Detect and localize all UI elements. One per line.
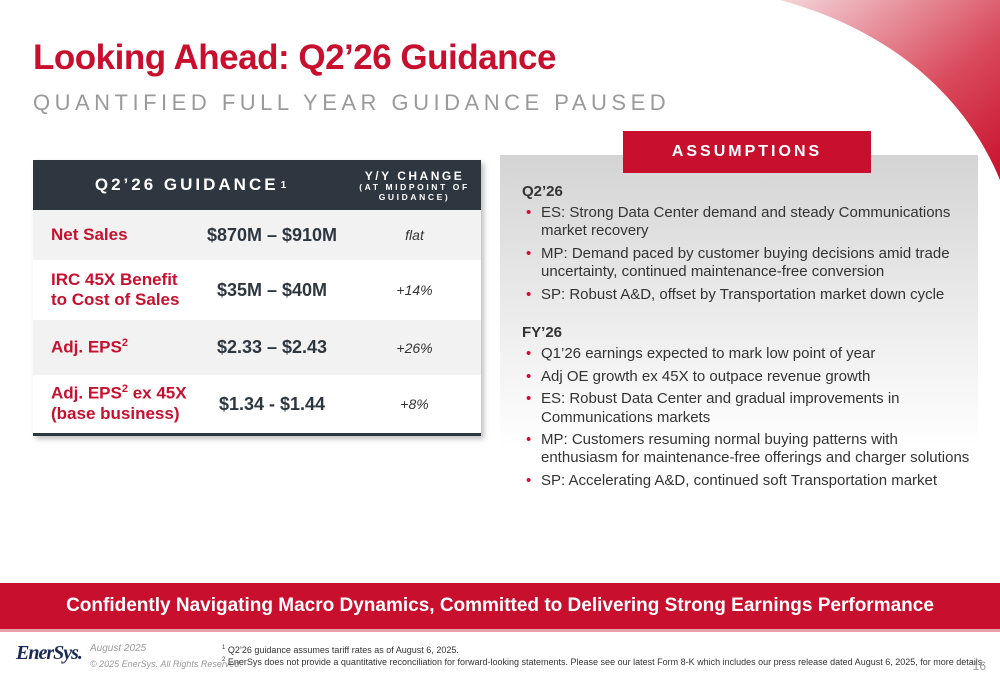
table-header: Q2’26 GUIDANCE 1 Y/Y CHANGE (AT MIDPOINT … — [33, 160, 481, 210]
list-item: ES: Strong Data Center demand and steady… — [522, 204, 972, 241]
list-item: SP: Robust A&D, offset by Transportation… — [522, 286, 972, 305]
guidance-table: Q2’26 GUIDANCE 1 Y/Y CHANGE (AT MIDPOINT … — [33, 160, 481, 436]
footnote-2: 2 EnerSys does not provide a quantitativ… — [222, 657, 985, 667]
enersys-logo: EnerSys. — [16, 642, 83, 664]
assumptions-body: Q2’26 ES: Strong Data Center demand and … — [522, 183, 972, 510]
bottom-banner: Confidently Navigating Macro Dynamics, C… — [0, 583, 1000, 629]
header-guidance: Q2’26 GUIDANCE 1 — [94, 175, 287, 194]
q2-assumption-list: ES: Strong Data Center demand and steady… — [522, 204, 972, 305]
row-change: +14% — [396, 282, 433, 298]
footer-copyright: © 2025 EnerSys. All Rights Reserved. — [90, 659, 242, 669]
page-number: 16 — [972, 659, 986, 673]
fy-section-title: FY’26 — [522, 324, 563, 342]
table-row: Net Sales $870M – $910M flat — [33, 210, 481, 260]
row-value: $2.33 – $2.43 — [216, 337, 328, 357]
row-change: flat — [405, 227, 424, 243]
row-label: Adj. EPS2 ex 45X (base business) — [51, 383, 187, 424]
row-change: +26% — [396, 339, 433, 356]
row-value: $35M – $40M — [216, 279, 328, 300]
row-value: $1.34 - $1.44 — [218, 393, 326, 414]
footnote-ref: 1 — [280, 179, 287, 191]
list-item: ES: Robust Data Center and gradual impro… — [522, 390, 972, 427]
page-subtitle: QUANTIFIED FULL YEAR GUIDANCE PAUSED — [33, 90, 671, 115]
table-row: IRC 45X Benefit to Cost of Sales $35M – $… — [33, 260, 481, 320]
row-label: Adj. EPS2 — [51, 336, 128, 357]
row-label: IRC 45X Benefit to Cost of Sales — [51, 269, 180, 309]
row-change: +8% — [400, 396, 429, 412]
fy-assumption-list: Q1’26 earnings expected to mark low poin… — [522, 345, 972, 491]
q2-section-title: Q2’26 — [522, 183, 563, 200]
list-item: Adj OE growth ex 45X to outpace revenue … — [522, 368, 972, 387]
table-row: Adj. EPS2 $2.33 – $2.43 +26% — [33, 320, 481, 375]
row-label: Net Sales — [51, 224, 128, 244]
header-change-title: Y/Y CHANGE — [364, 169, 465, 184]
assumptions-header: ASSUMPTIONS — [623, 131, 871, 173]
table-row: Adj. EPS2 ex 45X (base business) $1.34 - … — [33, 375, 481, 433]
row-value: $870M – $910M — [206, 224, 338, 245]
list-item: MP: Customers resuming normal buying pat… — [522, 431, 972, 468]
list-item: SP: Accelerating A&D, continued soft Tra… — [522, 472, 972, 491]
footer-date: August 2025 — [90, 643, 147, 654]
table-body: Net Sales $870M – $910M flat IRC 45X Ben… — [33, 210, 481, 433]
header-change: Y/Y CHANGE (AT MIDPOINT OF GUIDANCE) — [348, 160, 481, 210]
header-change-subtitle: (AT MIDPOINT OF GUIDANCE) — [359, 182, 470, 202]
footnote-1: 1 Q2’26 guidance assumes tariff rates as… — [222, 645, 459, 655]
list-item: Q1’26 earnings expected to mark low poin… — [522, 345, 972, 364]
list-item: MP: Demand paced by customer buying deci… — [522, 245, 972, 282]
footer-divider — [0, 629, 1000, 632]
corner-swoosh-graphic — [780, 0, 1000, 180]
page-title: Looking Ahead: Q2’26 Guidance — [33, 38, 556, 77]
